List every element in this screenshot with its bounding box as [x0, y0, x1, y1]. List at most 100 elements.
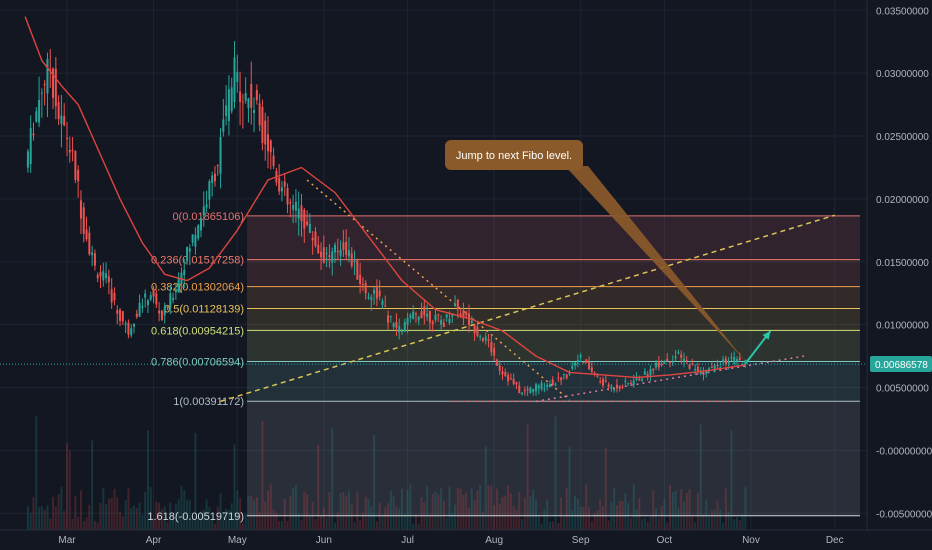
volume-bar: [202, 509, 205, 530]
volume-bar: [278, 521, 281, 530]
candle-body: [716, 364, 719, 366]
candle-body: [613, 389, 616, 391]
volume-bar: [504, 495, 507, 530]
volume-bar: [188, 500, 191, 530]
candle-body: [146, 300, 149, 306]
volume-bar: [239, 497, 242, 530]
candle-body: [722, 359, 725, 363]
volume-bar: [339, 493, 342, 530]
volume-bar: [582, 506, 585, 530]
fib-level-label: 0.5(0.01128139): [164, 304, 244, 316]
candle-body: [696, 366, 699, 372]
volume-bar: [130, 507, 133, 530]
candle-body: [498, 365, 501, 371]
candle-body: [627, 383, 630, 385]
volume-bar: [434, 491, 437, 530]
fib-band: [247, 215, 860, 260]
x-tick-label: Dec: [826, 535, 844, 546]
callout[interactable]: Jump to next Fibo level.: [445, 140, 746, 362]
candle-body: [373, 290, 376, 294]
volume-bar: [328, 492, 331, 530]
candle-body: [543, 388, 546, 390]
candle-body: [504, 371, 507, 376]
candle-body: [537, 385, 540, 389]
volume-bar: [652, 490, 655, 530]
volume-bar: [105, 504, 108, 530]
trendline-dashed-rising[interactable]: [220, 214, 835, 403]
candle-body: [588, 362, 591, 370]
volume-bar: [135, 508, 138, 530]
candle-body: [621, 386, 624, 388]
volume-bar: [702, 514, 705, 530]
volume-bar: [501, 497, 504, 530]
volume-bar: [283, 498, 286, 530]
y-tick-label: 0.02500000: [876, 132, 929, 143]
volume-bar: [110, 497, 113, 530]
volume-bar: [744, 486, 747, 530]
fib-band: [247, 308, 860, 331]
fib-level-label: 0.618(0.00954215): [151, 325, 244, 337]
candle-body: [202, 206, 205, 216]
volume-bar: [205, 499, 208, 530]
volume-bar: [540, 523, 543, 530]
x-tick-label: Oct: [657, 535, 673, 546]
volume-bar: [551, 521, 554, 530]
trendlines[interactable]: [0, 179, 867, 403]
volume-bar: [454, 504, 457, 530]
callout-box: [445, 140, 583, 170]
candle-body: [666, 358, 669, 362]
y-tick-label: -0.00500000: [876, 509, 932, 520]
candle-body: [26, 151, 29, 168]
y-tick-label: 0.03500000: [876, 6, 929, 17]
volume-bar: [646, 521, 649, 530]
volume-bar: [172, 514, 175, 530]
volume-bar: [267, 490, 270, 530]
volume-bar: [557, 522, 560, 530]
volume-bar: [222, 511, 225, 530]
candle-body: [649, 368, 652, 376]
volume-bar: [420, 497, 423, 530]
volume-bar: [194, 432, 197, 530]
candle-body: [345, 241, 348, 256]
candle-body: [350, 253, 353, 267]
candle-body: [428, 310, 431, 323]
candle-body: [239, 91, 242, 102]
volume-bar: [708, 515, 711, 530]
volume-bar: [738, 520, 741, 530]
volume-bar: [643, 517, 646, 530]
candle-body: [230, 87, 233, 112]
volume-bar: [596, 510, 599, 530]
fib-level-label: 0.382(0.01302064): [151, 282, 244, 294]
volume-bar: [331, 428, 334, 530]
volume-bar: [174, 504, 177, 530]
candle-body: [409, 315, 412, 318]
candle-body: [339, 249, 342, 256]
volume-bar: [208, 507, 211, 530]
candle-body: [708, 368, 711, 371]
volume-bar: [537, 516, 540, 530]
volume-bar: [60, 486, 63, 530]
fibonacci-levels[interactable]: 0(0.01865106) 0.236(0.01517258) 0.382(0.01…: [147, 211, 860, 523]
volume-bar: [657, 518, 660, 530]
fib-band: [247, 401, 860, 516]
candle-body: [509, 378, 512, 380]
candle-body: [501, 371, 504, 375]
candle-body: [264, 120, 267, 145]
volume-bar: [350, 504, 353, 530]
candle-body: [423, 306, 426, 316]
volume-bar: [144, 491, 147, 530]
current-price-tag: 0.00686578: [870, 356, 932, 372]
volume-bar: [428, 514, 431, 530]
volume-bar: [722, 523, 725, 530]
candle-body: [253, 110, 256, 114]
candle-body: [554, 383, 557, 385]
candle-body: [462, 310, 465, 319]
volume-bar: [141, 514, 144, 530]
volume-bar: [177, 499, 180, 530]
candle-body: [688, 364, 691, 369]
volume-bar: [133, 505, 136, 530]
volume-bar: [459, 488, 462, 530]
candle-body: [169, 293, 172, 308]
volume-bar: [225, 508, 228, 530]
